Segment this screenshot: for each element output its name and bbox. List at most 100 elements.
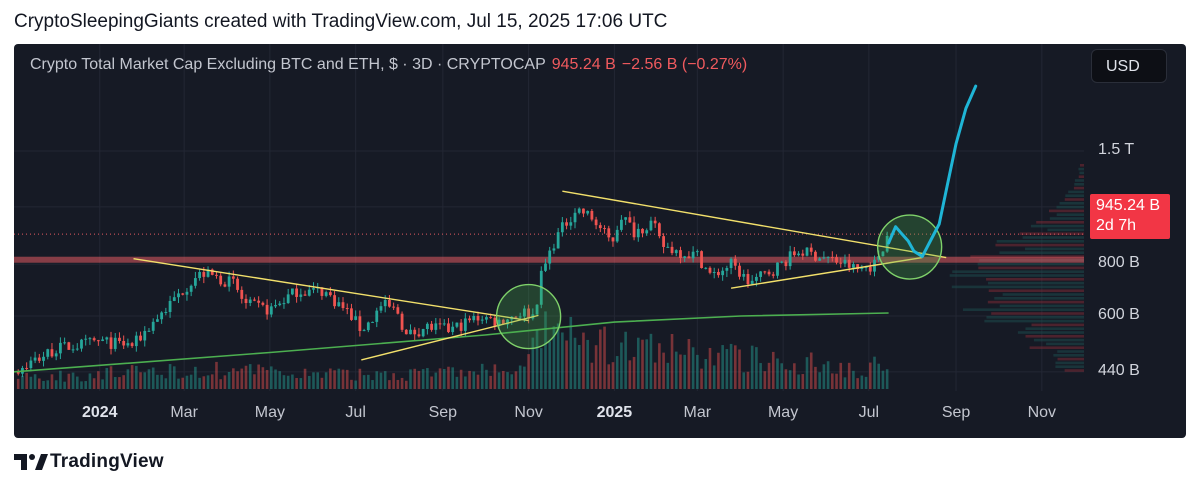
volume-bar-189	[814, 366, 817, 389]
volume-bar-105	[459, 369, 463, 389]
candle-body-165	[712, 271, 716, 273]
volume-bar-68	[303, 368, 307, 389]
candle-body-146	[632, 222, 636, 238]
volume-bar-83	[367, 374, 370, 389]
candle-body-13	[71, 349, 75, 351]
volume-bar-201	[864, 376, 868, 389]
volume-bar-58	[261, 367, 265, 389]
volume-profile-bar-16	[1030, 224, 1084, 228]
volume-profile-bar-48	[1029, 346, 1084, 349]
trendline-2025-resistance	[562, 190, 947, 259]
candle-body-178	[767, 271, 771, 275]
candle-body-141	[611, 237, 615, 242]
price-tick-label: 800 B	[1098, 254, 1140, 272]
candle-body-54	[244, 298, 248, 304]
volume-profile-bar-21	[995, 243, 1084, 247]
candle-body-8	[50, 349, 54, 357]
candle-body-50	[227, 276, 231, 287]
volume-bar-56	[253, 374, 256, 389]
volume-bar-143	[620, 342, 623, 389]
candle-body-116	[506, 319, 509, 325]
volume-profile-bar-54	[1064, 369, 1084, 372]
volume-bar-7	[46, 380, 50, 389]
volume-bar-175	[755, 347, 758, 389]
candle-body-140	[607, 228, 611, 238]
candle-body-125	[544, 263, 547, 271]
volume-bar-80	[354, 380, 357, 389]
candle-body-156	[674, 250, 678, 254]
volume-bar-166	[717, 352, 720, 389]
candle-body-109	[476, 315, 480, 321]
candle-body-143	[620, 219, 623, 230]
volume-bar-140	[607, 364, 611, 389]
volume-bar-188	[809, 352, 813, 389]
candle-body-107	[468, 318, 471, 321]
candle-body-106	[463, 318, 467, 331]
volume-bar-153	[662, 352, 665, 389]
header-bar: CryptoSleepingGiants created with Tradin…	[0, 0, 1200, 44]
volume-bar-110	[480, 363, 484, 389]
volume-bar-43	[198, 377, 201, 389]
volume-bar-30	[143, 372, 147, 389]
price-chart[interactable]	[14, 44, 1186, 438]
volume-bar-46	[210, 374, 214, 389]
candle-body-32	[151, 321, 155, 331]
candle-body-163	[704, 267, 708, 269]
volume-bar-205	[881, 370, 885, 389]
candle-body-77	[341, 302, 345, 309]
volume-bar-151	[653, 362, 657, 389]
candle-body-168	[725, 268, 729, 271]
legend-symbol: Crypto Total Market Cap Excluding BTC an…	[30, 56, 546, 73]
volume-bar-89	[392, 373, 395, 389]
volume-profile-bar-45	[1025, 335, 1084, 338]
currency-button[interactable]: USD	[1091, 49, 1167, 83]
volume-bar-0	[16, 378, 20, 389]
candle-body-72	[320, 287, 324, 296]
candle-body-153	[662, 236, 665, 247]
volume-profile-bar-30	[986, 278, 1084, 281]
footer-bar: TradingView	[0, 438, 1200, 488]
volume-bar-52	[236, 371, 239, 389]
candle-body-114	[497, 319, 501, 326]
volume-bar-28	[135, 365, 138, 389]
volume-profile-bar-53	[1055, 365, 1084, 368]
volume-bar-134	[582, 332, 585, 389]
volume-bar-24	[118, 377, 121, 389]
volume-bar-15	[80, 381, 83, 389]
candle-body-171	[738, 265, 741, 277]
candle-body-42	[193, 278, 197, 286]
candle-body-91	[400, 313, 404, 330]
volume-profile-bar-4	[1074, 179, 1084, 182]
volume-bar-150	[649, 333, 653, 389]
candle-body-11	[63, 342, 67, 344]
candle-body-81	[358, 316, 362, 331]
volume-bar-96	[421, 369, 425, 389]
candle-body-12	[67, 342, 71, 350]
volume-profile-bar-26	[977, 262, 1084, 266]
price-tick-label: 440 B	[1098, 361, 1140, 379]
candle-body-121	[527, 308, 531, 319]
candle-body-202	[868, 266, 872, 272]
trendline-2024-support	[361, 314, 539, 361]
volume-bar-81	[358, 368, 362, 389]
tradingview-logo-icon	[14, 454, 48, 470]
volume-profile-bar-46	[1033, 338, 1084, 342]
volume-bar-73	[324, 372, 328, 389]
candle-body-85	[375, 310, 379, 322]
volume-profile-bar-2	[1079, 171, 1084, 175]
candle-body-134	[582, 208, 585, 214]
chart-panel[interactable]: Crypto Total Market Cap Excluding BTC an…	[14, 44, 1186, 438]
volume-bar-2	[25, 372, 28, 389]
volume-bar-29	[139, 372, 142, 389]
volume-profile-bar-19	[1022, 236, 1084, 239]
volume-bar-18	[92, 378, 96, 389]
volume-bar-115	[502, 370, 505, 389]
volume-bar-135	[586, 339, 589, 389]
volume-bar-199	[856, 378, 859, 389]
volume-bar-133	[577, 344, 581, 389]
candle-body-55	[248, 299, 252, 304]
volume-bar-138	[599, 329, 602, 389]
candle-body-61	[274, 305, 277, 307]
volume-bar-6	[42, 380, 45, 389]
volume-bar-41	[189, 374, 193, 389]
